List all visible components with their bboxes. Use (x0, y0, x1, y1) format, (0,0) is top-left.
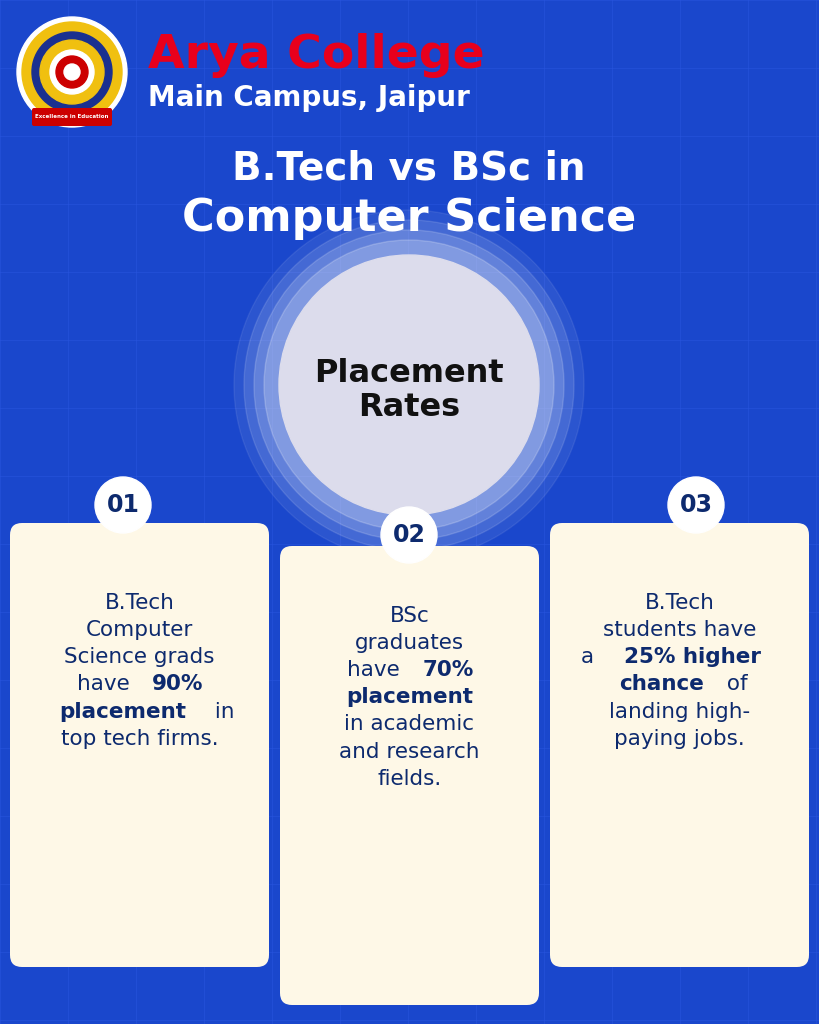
Text: Main Campus, Jaipur: Main Campus, Jaipur (148, 84, 470, 112)
Text: students have: students have (603, 621, 756, 640)
Circle shape (381, 507, 437, 563)
Text: Excellence in Education: Excellence in Education (35, 115, 109, 120)
FancyBboxPatch shape (550, 523, 809, 967)
Text: of: of (721, 675, 748, 694)
Text: landing high-: landing high- (609, 701, 750, 722)
Text: 90%: 90% (152, 675, 204, 694)
Text: in academic: in academic (345, 715, 474, 734)
Circle shape (40, 40, 104, 104)
Text: Computer: Computer (86, 621, 193, 640)
Circle shape (50, 50, 94, 94)
Text: placement: placement (346, 687, 473, 708)
Text: B.Tech: B.Tech (645, 593, 714, 613)
Circle shape (668, 477, 724, 534)
Text: Arya College: Arya College (148, 33, 485, 78)
Text: BSc: BSc (390, 606, 429, 626)
Text: graduates: graduates (355, 633, 464, 653)
Ellipse shape (264, 240, 554, 530)
Circle shape (32, 32, 112, 112)
Text: Placement: Placement (314, 357, 504, 388)
Text: B.Tech: B.Tech (105, 593, 174, 613)
Text: in: in (208, 701, 235, 722)
Text: chance: chance (619, 675, 704, 694)
FancyBboxPatch shape (32, 108, 112, 126)
FancyBboxPatch shape (10, 523, 269, 967)
Circle shape (95, 477, 151, 534)
Circle shape (17, 17, 127, 127)
Text: have: have (346, 660, 406, 680)
Text: top tech firms.: top tech firms. (61, 729, 219, 749)
Text: paying jobs.: paying jobs. (614, 729, 744, 749)
Text: B.Tech vs BSc in: B.Tech vs BSc in (233, 150, 586, 187)
Text: have: have (76, 675, 136, 694)
Text: and research: and research (339, 741, 480, 762)
FancyBboxPatch shape (280, 546, 539, 1005)
Circle shape (56, 56, 88, 88)
Circle shape (64, 63, 80, 80)
Text: 25% higher: 25% higher (624, 647, 761, 668)
Ellipse shape (244, 220, 574, 550)
Ellipse shape (279, 255, 539, 515)
Text: 01: 01 (106, 493, 139, 517)
Text: Science grads: Science grads (64, 647, 215, 668)
Text: Rates: Rates (358, 391, 460, 423)
Text: fields.: fields. (378, 769, 441, 788)
Text: 02: 02 (392, 523, 425, 547)
Text: a: a (581, 647, 601, 668)
Ellipse shape (234, 210, 584, 560)
Circle shape (22, 22, 122, 122)
Text: Computer Science: Computer Science (182, 197, 636, 240)
Text: placement: placement (59, 701, 186, 722)
Text: 70%: 70% (423, 660, 473, 680)
Text: 03: 03 (680, 493, 713, 517)
Ellipse shape (254, 230, 564, 540)
